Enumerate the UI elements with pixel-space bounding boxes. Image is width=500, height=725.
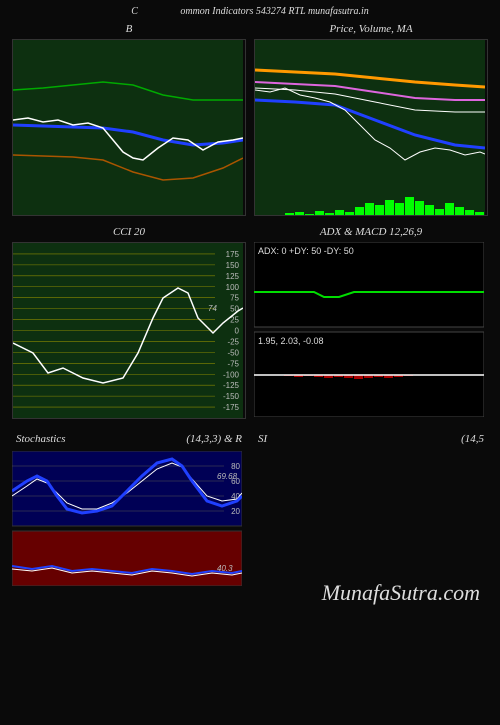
svg-text:ADX: 0 +DY: 50 -DY: 50: ADX: 0 +DY: 50 -DY: 50 bbox=[258, 246, 354, 256]
header-center: ommon Indicators 543274 RTL munafasutra.… bbox=[180, 6, 368, 17]
bollinger-panel: B bbox=[12, 19, 246, 216]
svg-text:-25: -25 bbox=[227, 337, 239, 346]
rsi-title-left: SI bbox=[258, 433, 267, 451]
price-ma-panel: Price, Volume, MA bbox=[254, 19, 488, 216]
adx-macd-panel: ADX & MACD 12,26,9 ADX: 0 +DY: 50 -DY: 5… bbox=[254, 222, 488, 419]
rsi-title: SI (14,5 bbox=[254, 433, 488, 451]
stochastics-panel: Stochastics (14,3,3) & R 8060402069.6840… bbox=[12, 433, 246, 586]
stoch-title-left: Stochastics bbox=[16, 433, 66, 451]
svg-text:0: 0 bbox=[235, 327, 240, 336]
bollinger-title: B bbox=[12, 19, 246, 39]
price-ma-title: Price, Volume, MA bbox=[254, 19, 488, 39]
svg-text:-175: -175 bbox=[223, 403, 240, 412]
stochastics-chart: 8060402069.6840.3 bbox=[12, 451, 246, 586]
svg-text:-100: -100 bbox=[223, 370, 240, 379]
bollinger-chart bbox=[12, 39, 246, 216]
stoch-title-right: (14,3,3) & R bbox=[186, 433, 242, 451]
cci-chart: 1751501251007550250-25-50-75-100-125-150… bbox=[12, 242, 246, 419]
svg-text:150: 150 bbox=[226, 261, 240, 270]
watermark: MunafaSutra.com bbox=[322, 580, 480, 606]
svg-text:100: 100 bbox=[226, 283, 240, 292]
svg-text:-50: -50 bbox=[227, 348, 239, 357]
row-1: B Price, Volume, MA bbox=[0, 19, 500, 216]
svg-text:80: 80 bbox=[231, 462, 240, 471]
svg-text:69.68: 69.68 bbox=[217, 472, 238, 481]
svg-text:75: 75 bbox=[230, 294, 239, 303]
svg-text:50: 50 bbox=[230, 305, 239, 314]
svg-text:74: 74 bbox=[208, 304, 217, 313]
svg-text:40.3: 40.3 bbox=[217, 564, 233, 573]
svg-text:125: 125 bbox=[226, 272, 240, 281]
stochastics-title: Stochastics (14,3,3) & R bbox=[12, 433, 246, 451]
header-left: C bbox=[131, 6, 138, 17]
cci-panel: CCI 20 1751501251007550250-25-50-75-100-… bbox=[12, 222, 246, 419]
svg-text:-150: -150 bbox=[223, 392, 240, 401]
page-header: C ommon Indicators 543274 RTL munafasutr… bbox=[0, 0, 500, 19]
svg-text:175: 175 bbox=[226, 250, 240, 259]
svg-text:20: 20 bbox=[231, 507, 240, 516]
adx-macd-chart: ADX: 0 +DY: 50 -DY: 50 1.95, 2.03, -0.08 bbox=[254, 242, 488, 417]
row-3: Stochastics (14,3,3) & R 8060402069.6840… bbox=[0, 433, 500, 586]
cci-title: CCI 20 bbox=[12, 222, 246, 242]
svg-text:1.95, 2.03, -0.08: 1.95, 2.03, -0.08 bbox=[258, 336, 324, 346]
adx-macd-title: ADX & MACD 12,26,9 bbox=[254, 222, 488, 242]
svg-text:-75: -75 bbox=[227, 359, 239, 368]
rsi-panel: SI (14,5 bbox=[254, 433, 488, 586]
svg-text:-125: -125 bbox=[223, 381, 240, 390]
rsi-title-right: (14,5 bbox=[461, 433, 484, 451]
row-2: CCI 20 1751501251007550250-25-50-75-100-… bbox=[0, 222, 500, 419]
price-ma-chart bbox=[254, 39, 488, 216]
